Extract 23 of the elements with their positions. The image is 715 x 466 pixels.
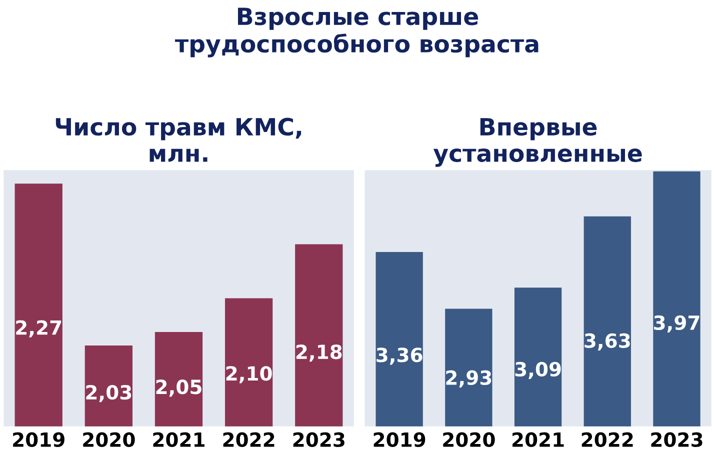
x-tick-label: 2020 xyxy=(83,432,135,447)
data-label: 2,05 xyxy=(156,380,202,397)
data-label: 3,63 xyxy=(584,333,630,350)
x-tick-label: 2019 xyxy=(13,432,64,447)
data-label: 3,97 xyxy=(654,315,700,333)
data-label: 3,36 xyxy=(376,348,422,365)
x-tick-label: 2021 xyxy=(512,432,564,447)
data-label: 2,03 xyxy=(86,384,132,402)
x-tick-label: 2021 xyxy=(153,432,204,447)
x-tick-label: 2023 xyxy=(651,432,702,447)
text: Взрослые старше трудоспособного возраста xyxy=(175,8,538,58)
data-label: 2,10 xyxy=(226,366,272,384)
x-tick-label: 2022 xyxy=(223,432,274,447)
x-tick-label: 2023 xyxy=(293,432,344,447)
data-label: 3,09 xyxy=(515,362,561,380)
chart-title: Число травм КМС, млн. xyxy=(56,118,302,162)
chart-title: Впервые установленные xyxy=(433,118,642,167)
data-label: 2,18 xyxy=(296,344,342,362)
data-label: 2,27 xyxy=(16,320,62,338)
x-tick-label: 2019 xyxy=(374,432,426,447)
x-tick-label: 2022 xyxy=(582,432,633,447)
x-tick-label: 2020 xyxy=(443,432,495,447)
data-label: 2,93 xyxy=(446,370,492,388)
